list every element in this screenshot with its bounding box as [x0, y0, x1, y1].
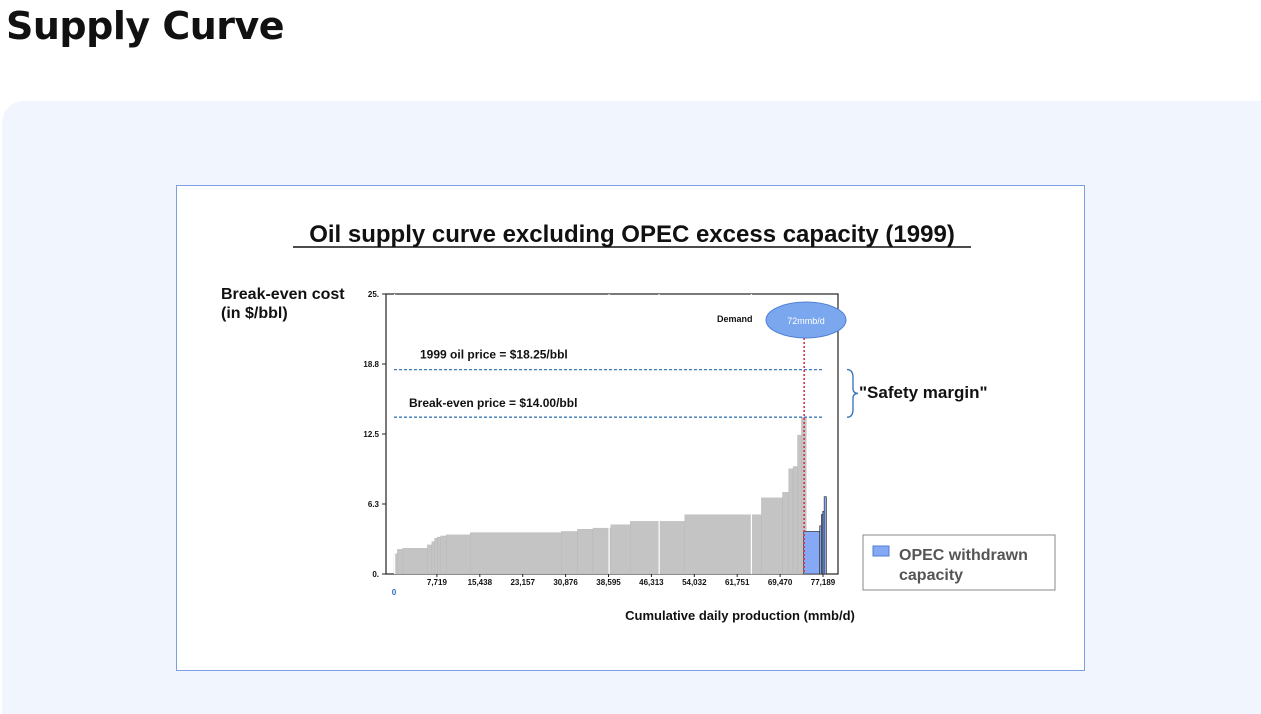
demand-value-label: 72mmb/d — [787, 316, 825, 326]
x-tick-label-5: 46,313 — [639, 578, 664, 587]
bar-gap-1 — [608, 294, 610, 574]
legend-box — [862, 534, 1056, 591]
legend-label-line2: capacity — [899, 567, 963, 584]
gray-bar-8 — [446, 534, 471, 575]
gray-bar-6 — [437, 536, 441, 575]
gray-bar-19 — [792, 466, 798, 575]
gray-bar-18 — [788, 468, 794, 575]
legend-swatch-opec — [872, 545, 890, 557]
y-tick-label-3: 18.8 — [363, 360, 379, 369]
gray-bar-17 — [782, 492, 789, 575]
demand-ellipse — [765, 301, 847, 339]
gray-bar-14 — [630, 521, 685, 575]
gray-bar-15 — [684, 514, 762, 575]
legend: OPEC withdrawn capacity — [862, 534, 1056, 591]
x-axis-label: Cumulative daily production (mmb/d) — [625, 608, 855, 623]
bar-gap-2 — [658, 294, 660, 574]
gray-bar-12 — [592, 527, 611, 575]
y-tick-label-2: 12.5 — [363, 430, 379, 439]
gray-bar-2 — [402, 548, 428, 575]
x-tick-label-7: 61,751 — [725, 578, 750, 587]
gray-bar-4 — [431, 541, 435, 575]
y-tick-label-1: 6.3 — [368, 500, 380, 509]
x-tick-label-2: 23,157 — [510, 578, 535, 587]
x-origin-label: 0 — [392, 588, 397, 597]
y-tick-label-4: 25. — [368, 290, 379, 299]
gray-bar-13 — [610, 524, 631, 575]
opec-bar-0 — [803, 531, 821, 575]
opec-bar-4 — [823, 496, 827, 575]
gray-bars — [393, 294, 807, 575]
chart-title: Oil supply curve excluding OPEC excess c… — [309, 221, 955, 248]
bar-gap-0 — [394, 294, 396, 574]
demand-label: Demand — [717, 314, 753, 324]
x-tick-label-8: 69,470 — [768, 578, 793, 587]
page-title: Supply Curve — [6, 4, 285, 48]
bar-gap-3 — [750, 294, 753, 574]
safety-margin-label: "Safety margin" — [859, 383, 988, 402]
opec-bars — [803, 496, 827, 575]
x-tick-label-1: 15,438 — [468, 578, 493, 587]
supply-curve-chart: Oil supply curve excluding OPEC excess c… — [221, 221, 1056, 623]
x-tick-label-6: 54,032 — [682, 578, 707, 587]
gray-bar-11 — [577, 529, 594, 575]
x-tick-label-9: 77,189 — [811, 578, 836, 587]
gray-bar-9 — [469, 532, 562, 575]
y-ticks: 0. 6.3 12.5 18.8 25. — [363, 290, 386, 579]
gray-bar-3 — [427, 544, 432, 575]
break-even-label: Break-even price = $14.00/bbl — [409, 396, 577, 410]
oil-price-label: 1999 oil price = $18.25/bbl — [420, 348, 568, 362]
x-tick-label-4: 38,595 — [596, 578, 621, 587]
gray-bar-7 — [440, 535, 447, 575]
gray-bar-5 — [434, 538, 438, 575]
chart-figure: Oil supply curve excluding OPEC excess c… — [176, 185, 1085, 671]
gray-bar-10 — [561, 531, 578, 575]
legend-label-line1: OPEC withdrawn — [899, 547, 1028, 564]
y-axis-label: Break-even cost — [221, 286, 345, 303]
x-tick-label-3: 30,876 — [553, 578, 578, 587]
y-axis-unit: (in $/bbl) — [221, 305, 288, 322]
y-tick-label-0: 0. — [372, 570, 379, 579]
x-ticks: 7,719 15,438 23,157 30,876 38,595 46,313 54,03… — [427, 574, 836, 587]
gray-bar-20 — [797, 434, 802, 575]
safety-margin-brace — [846, 368, 859, 418]
x-tick-label-0: 7,719 — [427, 578, 448, 587]
gray-bar-1 — [397, 549, 404, 575]
gray-bar-16 — [761, 497, 783, 575]
